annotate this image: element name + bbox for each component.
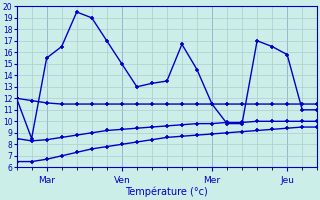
X-axis label: Température (°c): Température (°c) — [125, 187, 208, 197]
